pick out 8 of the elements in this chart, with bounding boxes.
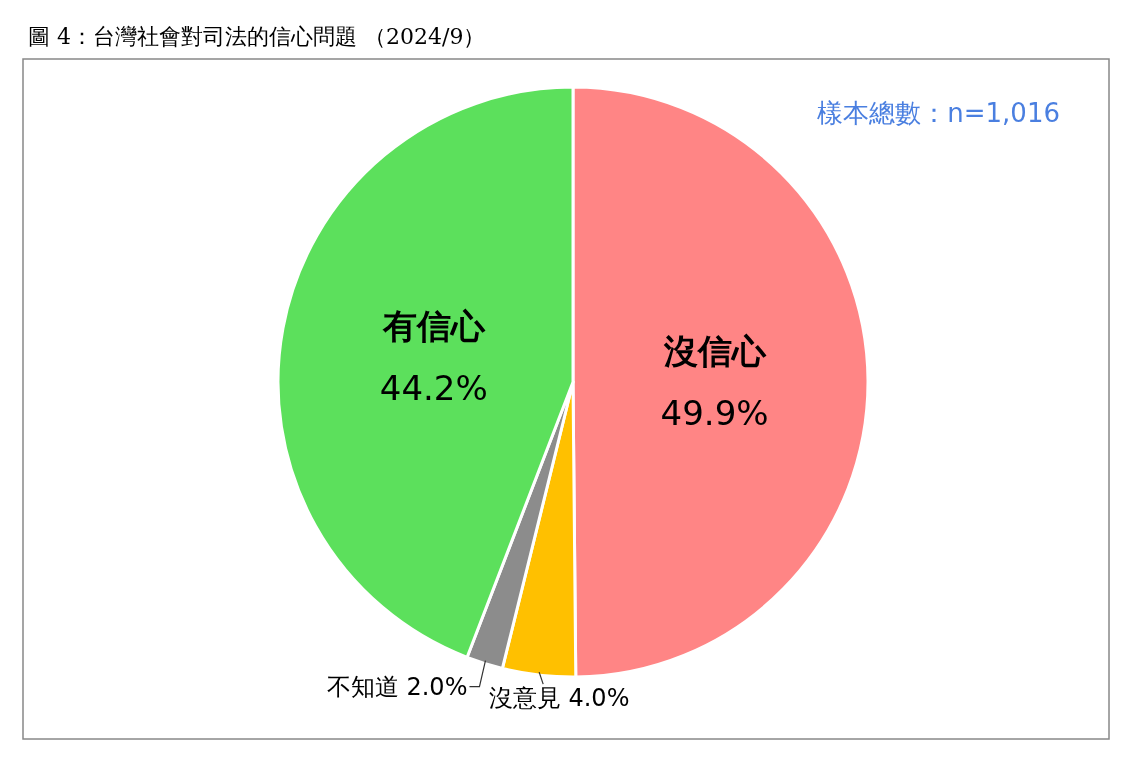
- chart-title: 圖 4：台灣社會對司法的信心問題 （2024/9）: [28, 24, 486, 49]
- data-label: 44.2%: [379, 368, 488, 409]
- slice-label: 沒信心: [662, 331, 767, 372]
- slice-label: 沒意見 4.0%: [488, 684, 630, 713]
- slice-label: 不知道 2.0%: [326, 672, 468, 701]
- slice-label: 有信心: [381, 306, 486, 347]
- data-label: 49.9%: [660, 393, 769, 434]
- text: 樣本總數：n=1,016: [817, 98, 1060, 128]
